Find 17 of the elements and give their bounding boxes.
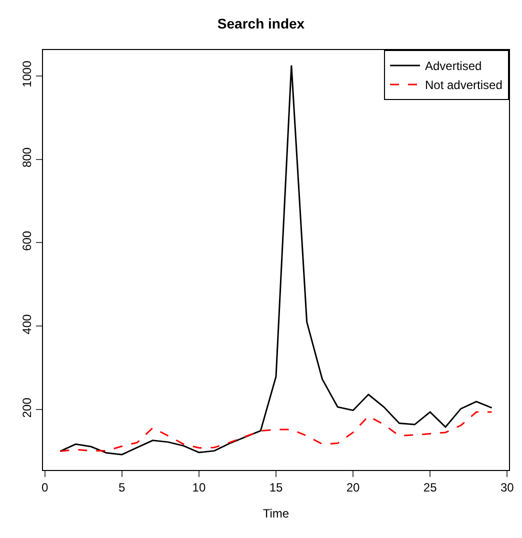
x-tick-label: 25	[423, 480, 438, 494]
y-tick-label: 800	[20, 147, 34, 168]
legend-label: Advertised	[425, 59, 482, 74]
line-series	[60, 411, 492, 452]
legend-label: Not advertised	[425, 78, 502, 92]
x-tick-label: 30	[500, 480, 514, 494]
x-tick-label: 5	[118, 480, 126, 494]
y-tick-label: 400	[20, 314, 34, 334]
x-tick-label: 20	[346, 480, 360, 494]
y-tick-label: 1000	[20, 60, 34, 88]
x-tick-label: 10	[192, 480, 206, 494]
x-tick-label: 15	[269, 480, 283, 494]
chart-title: Search index	[217, 16, 305, 32]
x-axis-title: Time	[262, 506, 290, 520]
y-tick-label: 600	[20, 230, 34, 251]
x-tick-label: 0	[42, 480, 49, 494]
y-tick-label: 200	[20, 397, 34, 418]
